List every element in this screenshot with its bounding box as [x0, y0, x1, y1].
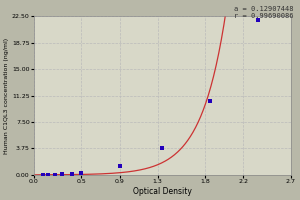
Y-axis label: Human C1QL3 concentration (ng/ml): Human C1QL3 concentration (ng/ml)	[4, 37, 9, 154]
Text: a = 0.12907448
r = 0.99690086: a = 0.12907448 r = 0.99690086	[235, 6, 294, 19]
Point	[52, 173, 57, 176]
Point	[208, 99, 212, 102]
Point	[117, 165, 122, 168]
Point	[160, 146, 165, 150]
Point	[255, 18, 260, 21]
X-axis label: Optical Density: Optical Density	[133, 187, 192, 196]
Point	[79, 171, 84, 174]
Point	[46, 173, 50, 176]
Point	[60, 173, 65, 176]
Point	[41, 173, 46, 176]
Point	[70, 172, 74, 175]
